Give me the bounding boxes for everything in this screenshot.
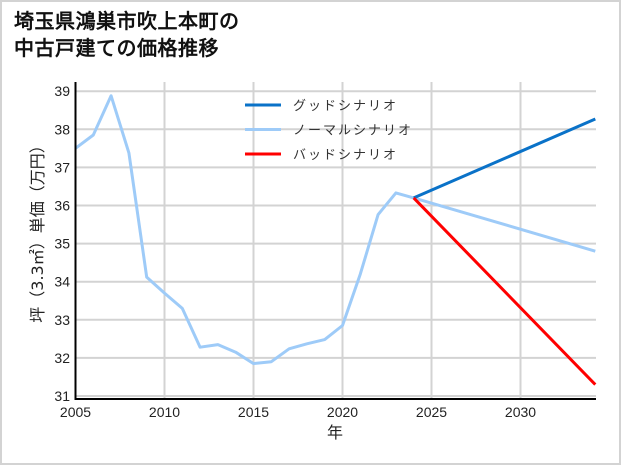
x-tick-label: 2020: [327, 404, 358, 420]
chart-title: 埼玉県鴻巣市吹上本町の 中古戸建ての価格推移: [14, 8, 240, 62]
x-tick-labels: 2005 2010 2015 2020 2025 2030: [60, 404, 536, 420]
y-tick-label: 33: [54, 312, 70, 328]
y-tick-label: 37: [54, 159, 70, 175]
y-tick-labels: 31 32 33 34 35 36 37 38 39: [54, 83, 70, 404]
data-series: [74, 94, 597, 386]
y-tick-label: 36: [54, 198, 70, 214]
y-axis-label: 坪（3.3㎡）単価（万円）: [28, 137, 47, 322]
y-tick-label: 38: [54, 121, 70, 137]
y-tick-label: 32: [54, 350, 70, 366]
legend-label: バッドシナリオ: [293, 148, 398, 163]
x-tick-label: 2030: [505, 404, 536, 420]
grid-lines: [75, 82, 596, 399]
y-tick-label: 39: [54, 83, 70, 99]
x-tick-label: 2005: [60, 404, 91, 420]
chart-title-line1: 埼玉県鴻巣市吹上本町の: [14, 9, 240, 33]
x-tick-label: 2015: [238, 404, 269, 420]
legend-label: ノーマルシナリオ: [293, 124, 413, 139]
x-axis-label: 年: [327, 423, 343, 442]
series-line: [413, 117, 596, 200]
y-tick-label: 35: [54, 236, 70, 252]
x-tick-label: 2010: [149, 404, 180, 420]
series-line: [74, 94, 596, 366]
chart-title-line2: 中古戸建ての価格推移: [14, 36, 219, 60]
legend-label: グッドシナリオ: [293, 99, 398, 114]
y-tick-label: 31: [54, 388, 70, 404]
y-tick-label: 34: [54, 274, 70, 290]
series-line: [412, 196, 597, 386]
x-tick-label: 2025: [416, 404, 447, 420]
